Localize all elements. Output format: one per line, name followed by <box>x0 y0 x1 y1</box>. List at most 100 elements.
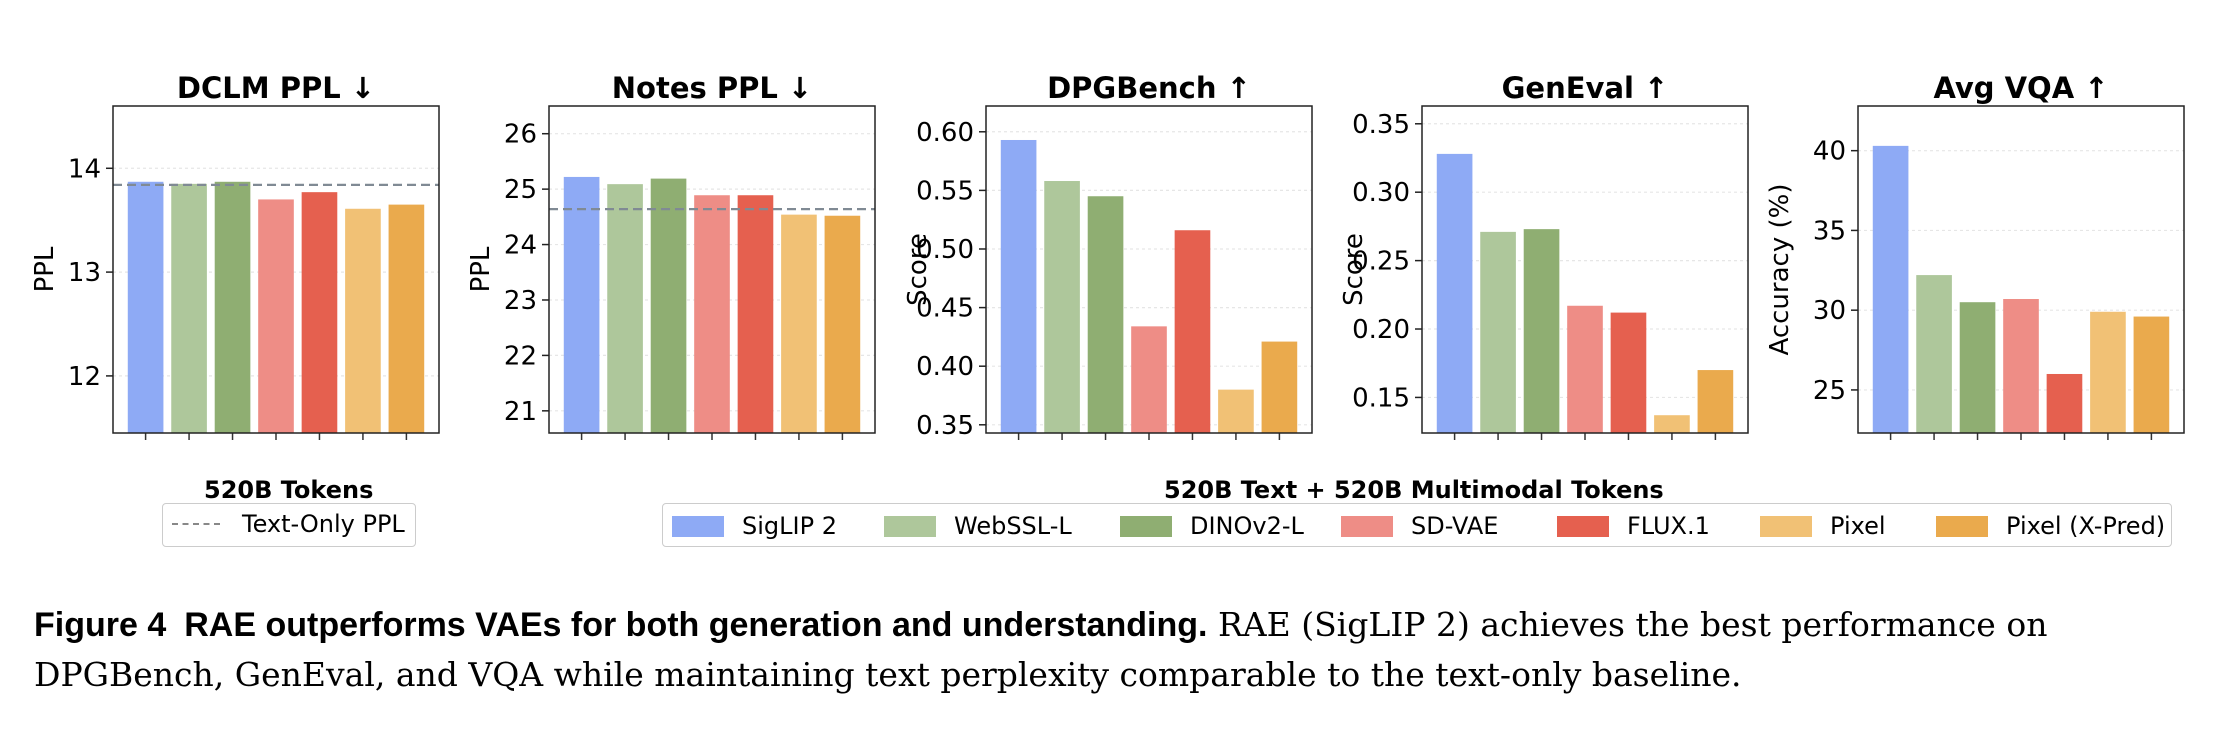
axes-frame <box>112 105 440 434</box>
legend-left <box>162 503 416 547</box>
bar-webssl-l <box>1916 275 1952 433</box>
bar-pixel-x-pred- <box>824 215 861 433</box>
axes-frame <box>548 105 876 434</box>
legend-label: SigLIP 2 <box>742 512 837 540</box>
bar-siglip-2 <box>1000 139 1037 433</box>
y-axis-label: Score <box>1339 233 1369 306</box>
y-tick-label: 0.20 <box>1352 315 1410 345</box>
caption-headline: RAE outperforms VAEs for both generation… <box>184 606 1208 644</box>
y-tick-label: 0.35 <box>916 411 974 441</box>
bar-siglip-2 <box>1436 153 1473 433</box>
legend-swatch <box>884 515 936 537</box>
bar-pixel <box>345 208 381 433</box>
bar-siglip-2 <box>563 176 600 433</box>
bar-dinov2-l <box>650 178 687 433</box>
legend-label: FLUX.1 <box>1627 512 1710 540</box>
y-tick-label: 0.60 <box>916 118 974 148</box>
axes-frame <box>1857 105 2185 434</box>
legend-item-dinov2-l: DINOv2-L <box>1120 512 1304 540</box>
bar-flux-1 <box>301 192 338 433</box>
y-axis-label: PPL <box>30 246 60 292</box>
bar-webssl-l <box>171 183 207 433</box>
bar-webssl-l <box>1480 231 1516 433</box>
bar-dinov2-l <box>1087 196 1124 433</box>
bar-flux-1 <box>1174 230 1211 433</box>
bar-siglip-2 <box>1872 145 1909 433</box>
legend-swatch <box>1557 515 1609 537</box>
y-tick-label: 0.30 <box>1352 178 1410 208</box>
bar-dinov2-l <box>1523 229 1560 433</box>
bar-sd-vae <box>2003 299 2039 433</box>
y-tick-label: 21 <box>504 397 537 427</box>
bar-pixel <box>781 214 817 433</box>
bar-pixel-x-pred- <box>388 204 425 433</box>
bar-flux-1 <box>2046 373 2083 433</box>
y-tick-label: 0.45 <box>916 294 974 324</box>
caption-label: Figure 4 <box>34 606 167 644</box>
bar-webssl-l <box>1044 181 1080 433</box>
bar-siglip-2 <box>127 181 164 433</box>
y-tick-label: 35 <box>1813 216 1846 246</box>
legend-right-title: 520B Text + 520B Multimodal Tokens <box>1164 476 1664 504</box>
y-axis-label: PPL <box>466 246 496 292</box>
y-tick-label: 40 <box>1813 137 1846 167</box>
bar-dinov2-l <box>214 181 251 433</box>
bar-pixel <box>2090 311 2126 433</box>
bar-pixel-x-pred- <box>1261 341 1298 433</box>
chart-title: GenEval ↑ <box>1502 71 1669 105</box>
axes-frame <box>985 105 1313 434</box>
y-tick-label: 25 <box>1813 376 1846 406</box>
legend-item-webssl-l: WebSSL-L <box>884 512 1072 540</box>
bar-pixel <box>1654 415 1690 433</box>
y-tick-label: 0.35 <box>1352 110 1410 140</box>
bar-flux-1 <box>737 195 774 433</box>
axes-frame <box>1421 105 1749 434</box>
legend-item-pixel-x-pred-: Pixel (X-Pred) <box>1936 512 2165 540</box>
legend-left-entry: Text-Only PPL <box>172 510 405 538</box>
y-axis-label: Accuracy (%) <box>1765 184 1795 356</box>
y-tick-label: 23 <box>504 286 537 316</box>
y-tick-label: 30 <box>1813 296 1846 326</box>
dashed-line-swatch <box>172 523 220 525</box>
caption-text: RAE (SigLIP 2) achieves the best perform… <box>34 605 2048 694</box>
legend-swatch <box>1120 515 1172 537</box>
legend-left-label: Text-Only PPL <box>242 510 405 538</box>
bar-sd-vae <box>1131 326 1167 433</box>
chart-title: Notes PPL ↓ <box>612 71 812 105</box>
legend-label: DINOv2-L <box>1190 512 1304 540</box>
legend-swatch <box>672 515 724 537</box>
y-tick-label: 0.25 <box>1352 247 1410 277</box>
bar-sd-vae <box>694 195 730 433</box>
chart-title: Avg VQA ↑ <box>1933 71 2108 105</box>
legend-left-title: 520B Tokens <box>204 476 374 504</box>
legend-label: SD-VAE <box>1411 512 1499 540</box>
legend-item-pixel: Pixel <box>1760 512 1886 540</box>
legend-item-sd-vae: SD-VAE <box>1341 512 1498 540</box>
y-tick-label: 26 <box>504 120 537 150</box>
figure-caption: Figure 4 RAE outperforms VAEs for both ge… <box>34 600 2204 699</box>
legend-swatch <box>1341 515 1393 537</box>
chart-title: DCLM PPL ↓ <box>177 71 375 105</box>
bar-pixel <box>1218 389 1254 433</box>
legend-swatch <box>1760 515 1812 537</box>
y-tick-label: 14 <box>68 154 101 184</box>
bar-pixel-x-pred- <box>2133 316 2170 433</box>
y-tick-label: 13 <box>68 258 101 288</box>
legend-label: WebSSL-L <box>954 512 1072 540</box>
y-tick-label: 22 <box>504 341 537 371</box>
chart-title: DPGBench ↑ <box>1047 71 1251 105</box>
y-tick-label: 25 <box>504 175 537 205</box>
legend-label: Pixel (X-Pred) <box>2006 512 2166 540</box>
y-axis-label: Score <box>903 233 933 306</box>
legend-swatch <box>1936 515 1988 537</box>
y-tick-label: 0.55 <box>916 176 974 206</box>
bar-sd-vae <box>258 199 294 433</box>
y-tick-label: 24 <box>504 231 537 261</box>
y-tick-label: 0.40 <box>916 352 974 382</box>
legend-label: Pixel <box>1830 512 1886 540</box>
bar-webssl-l <box>607 184 643 433</box>
figure-panels: 12 13 14 DCLM PPL ↓ PPL 21 22 23 24 25 26 Notes PPL… <box>30 71 2185 441</box>
y-tick-label: 0.15 <box>1352 383 1410 413</box>
legend-item-flux-1: FLUX.1 <box>1557 512 1710 540</box>
bar-flux-1 <box>1610 312 1647 433</box>
